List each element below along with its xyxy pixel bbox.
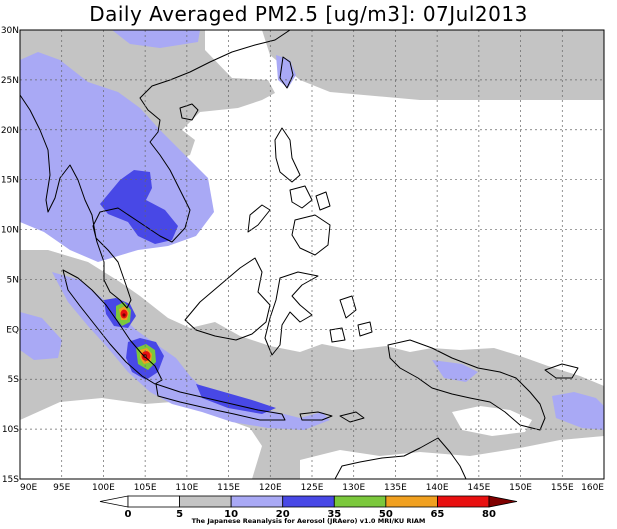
lat-tick-label: 30N [1, 26, 19, 36]
lon-tick-label: 135E [384, 483, 407, 493]
lat-tick-label: 5S [8, 375, 20, 385]
lat-tick-label: 15S [2, 475, 19, 485]
coastlines [20, 30, 579, 479]
contour-lightblue-newguinea [432, 360, 478, 382]
colorbar-level-label: 65 [430, 509, 444, 520]
coastline-new-britain [544, 363, 579, 379]
lat-tick-label: 5N [7, 275, 19, 285]
colorbar-level-label: 10 [224, 509, 238, 520]
lat-tick-label: 10S [2, 425, 19, 435]
contour-white-south [300, 436, 604, 479]
coastline-palawan [247, 204, 271, 233]
colorbar: 0 5 10 20 35 50 65 80 [99, 495, 518, 520]
colorbar-level-label: 0 [125, 509, 132, 520]
contour-white-southwest [20, 398, 262, 479]
colorbar-swatch [282, 495, 335, 508]
coastline-sulawesi [264, 271, 319, 356]
coastline-borneo [184, 257, 271, 341]
data-credit: The Japanese Reanalysis for Aerosol (JRA… [191, 517, 426, 525]
contour-gray-northeast [262, 30, 604, 100]
lon-tick-label: 95E [53, 483, 70, 493]
contour-darkred-hotspot-1 [122, 313, 126, 317]
contour-lightblue-top [112, 30, 200, 48]
lon-tick-label: 90E [20, 483, 37, 493]
coastline-asia-mainland [20, 30, 291, 309]
contour-white-mid [452, 406, 532, 436]
colorbar-high-end [488, 495, 518, 508]
colorbar-low-end [99, 495, 129, 508]
lon-tick-label: 110E [175, 483, 198, 493]
colorbar-level-label: 80 [482, 509, 496, 520]
lon-tick-label: 100E [92, 483, 115, 493]
contour-lightblue-east [552, 392, 604, 430]
contour-lightblue-sumatra [52, 272, 330, 430]
coastline-visayas [289, 185, 331, 211]
lon-tick-label: 130E [342, 483, 365, 493]
lat-tick-label: 20N [1, 126, 19, 136]
lat-tick-label: 25N [1, 76, 19, 86]
coastline-australia-north [334, 437, 467, 479]
coastline-java [155, 383, 286, 421]
colorbar-level-label: 35 [327, 509, 341, 520]
colorbar-swatch [385, 495, 438, 508]
contour-lightblue-mainland [20, 52, 214, 262]
coastline-lesser-sunda [299, 411, 365, 423]
lat-grid [20, 79, 604, 430]
coastline-mindanao [291, 214, 331, 256]
lat-tick-labels: 30N 25N 20N 15N 10N 5N EQ 5S 10S 15S [1, 26, 19, 485]
lon-tick-label: 105E [134, 483, 157, 493]
coastline-taiwan [279, 56, 294, 89]
contour-lightblue-west-coast [20, 312, 62, 360]
map-title: Daily Averaged PM2.5 [ug/m3]: 07Jul2013 [89, 2, 528, 26]
colorbar-swatch [127, 495, 180, 508]
lon-tick-label: 125E [301, 483, 324, 493]
colorbar-swatch [333, 495, 387, 508]
coastline-hainan [179, 103, 199, 121]
colorbar-level-label: 50 [379, 509, 393, 520]
contour-blue-indochina [100, 170, 178, 244]
lat-tick-label: EQ [6, 325, 19, 335]
colorbar-level-label: 20 [276, 509, 290, 520]
coastline-new-guinea [387, 339, 546, 431]
lon-tick-labels: 90E 95E 100E 105E 110E 115E 120E 125E 130E 135E 14… [20, 483, 604, 493]
lat-tick-label: 10N [1, 226, 19, 236]
colorbar-swatch [179, 495, 232, 508]
lon-tick-label: 155E [551, 483, 574, 493]
lon-tick-label: 150E [509, 483, 532, 493]
colorbar-swatch [230, 495, 284, 508]
contour-blue-java-sea [196, 384, 276, 414]
lat-tick-label: 15N [1, 176, 19, 186]
lon-tick-label: 140E [426, 483, 449, 493]
coastline-maluku [329, 295, 373, 343]
colorbar-level-label: 5 [176, 509, 183, 520]
map-frame [19, 29, 605, 480]
coastline-luzon [274, 127, 301, 183]
lon-tick-label: 115E [217, 483, 240, 493]
lon-tick-label: 145E [467, 483, 490, 493]
colorbar-swatch [437, 495, 490, 508]
lon-tick-label: 160E [581, 483, 604, 493]
coastline-sumatra [62, 269, 163, 385]
lon-tick-label: 120E [259, 483, 282, 493]
